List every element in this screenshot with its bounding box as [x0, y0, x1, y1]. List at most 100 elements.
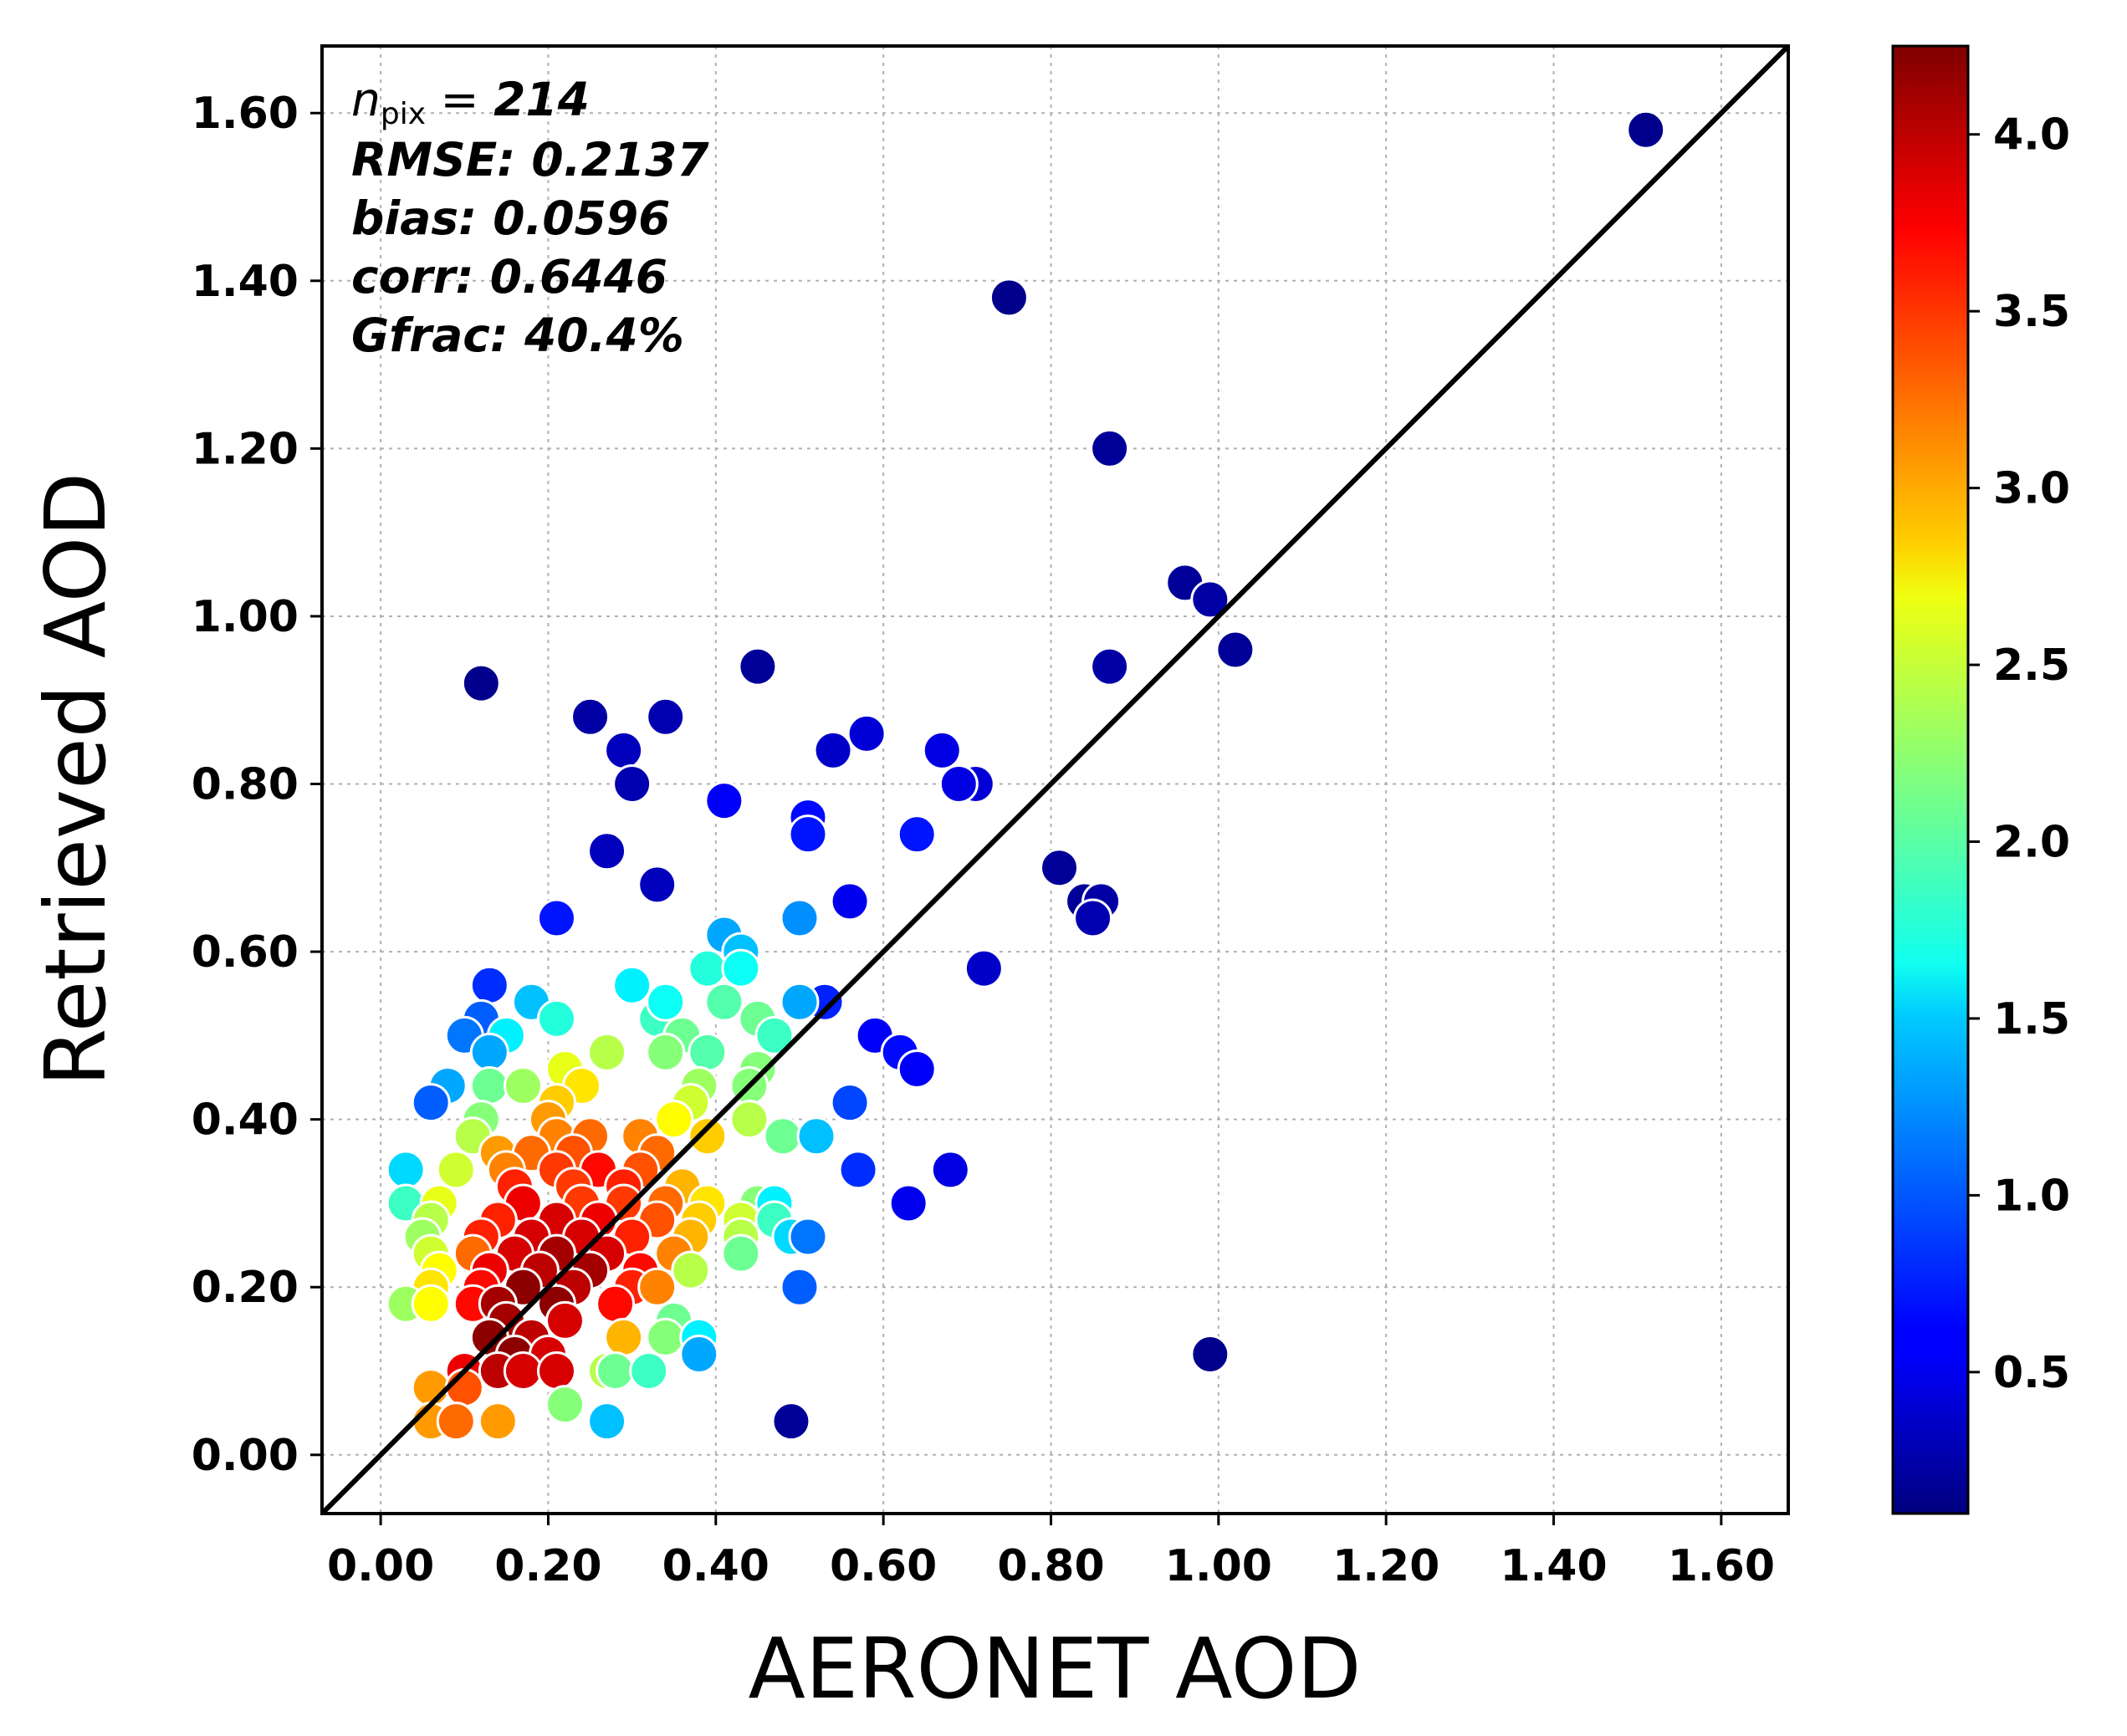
data-point: [830, 1083, 870, 1123]
data-point: [754, 1015, 795, 1055]
y-tick-label: 0.20: [192, 1263, 299, 1313]
x-tick-label: 0.80: [997, 1541, 1104, 1591]
data-point: [729, 1100, 770, 1140]
data-point: [596, 1351, 636, 1391]
data-point: [1190, 580, 1230, 620]
y-tick-label: 0.60: [192, 927, 299, 978]
data-point: [704, 982, 744, 1022]
data-point: [587, 831, 627, 871]
data-point: [536, 1351, 576, 1391]
data-point: [771, 1402, 811, 1442]
x-axis-label: AERONET AOD: [748, 1620, 1361, 1718]
data-point: [596, 1284, 636, 1324]
data-point: [738, 646, 778, 687]
data-point: [646, 982, 686, 1022]
data-point: [964, 948, 1004, 988]
data-point: [436, 1150, 476, 1190]
data-point: [930, 1150, 970, 1190]
colorbar-ticks: 0.5 1.0 1.5 2.0 2.5 3.0 3.5 4.0: [1968, 110, 2070, 1398]
data-point: [1215, 630, 1255, 670]
x-tick-label: 1.00: [1165, 1541, 1272, 1591]
stats-annotation: npix = 214 RMSE: 0.2137 bias: 0.0596 cor…: [351, 73, 709, 362]
data-point: [688, 1116, 728, 1156]
y-tick-label: 1.40: [192, 257, 299, 307]
data-point: [478, 1402, 518, 1442]
data-point: [536, 898, 576, 938]
colorbar-tick-label: 3.5: [1993, 287, 2070, 337]
data-point: [637, 1267, 677, 1307]
data-point: [536, 998, 576, 1039]
x-tick-label: 1.20: [1332, 1541, 1439, 1591]
data-point: [780, 898, 820, 938]
data-point: [587, 1402, 627, 1442]
data-point: [888, 1183, 928, 1223]
data-point: [411, 1368, 451, 1408]
data-point: [788, 1217, 828, 1257]
y-tick-label: 0.40: [192, 1095, 299, 1146]
y-tick-label: 0.00: [192, 1431, 299, 1481]
y-tick-label: 1.20: [192, 424, 299, 474]
npix-symbol: n: [351, 73, 381, 126]
y-tick-label: 1.60: [192, 89, 299, 139]
x-tick-label: 0.20: [494, 1541, 601, 1591]
data-point: [688, 1032, 728, 1072]
data-point: [469, 1032, 509, 1072]
data-point: [604, 730, 644, 770]
data-point: [688, 948, 728, 988]
y-tick-label: 1.00: [192, 592, 299, 642]
data-point: [545, 1385, 585, 1425]
data-point: [813, 730, 853, 770]
colorbar-tick-label: 1.5: [1993, 994, 2070, 1044]
data-point: [897, 1049, 937, 1089]
data-point: [1190, 1334, 1230, 1374]
data-point: [436, 1402, 476, 1442]
data-point: [604, 1317, 644, 1357]
x-tick-label: 0.40: [662, 1541, 770, 1591]
colorbar-tick-label: 0.5: [1993, 1348, 2070, 1398]
data-point: [637, 865, 677, 905]
y-tick-label: 0.80: [192, 760, 299, 810]
x-tick-label: 0.00: [327, 1541, 434, 1591]
data-point: [570, 697, 611, 737]
data-point: [897, 814, 937, 855]
data-point: [838, 1150, 878, 1190]
data-point: [780, 982, 820, 1022]
bias-text: bias: 0.0596: [351, 191, 670, 245]
plot-frame: [320, 44, 1790, 1515]
data-point: [721, 1233, 761, 1274]
scatter-points: [386, 110, 1666, 1442]
colorbar-tick-label: 1.0: [1993, 1171, 2070, 1221]
npix-equals: =: [426, 73, 493, 126]
data-point: [503, 1066, 543, 1106]
data-point: [461, 663, 501, 703]
data-point: [411, 1083, 451, 1123]
colorbar-tick-label: 2.5: [1993, 641, 2070, 691]
x-tick-label: 1.60: [1668, 1541, 1775, 1591]
data-point: [646, 1317, 686, 1357]
data-point: [780, 1267, 820, 1307]
data-point: [1040, 848, 1080, 888]
y-axis-label: Retrieved AOD: [27, 472, 125, 1086]
data-point: [612, 965, 652, 1005]
data-point: [938, 764, 979, 804]
data-point: [679, 1334, 719, 1374]
data-point: [1626, 110, 1666, 150]
y-axis-ticks: 0.00 0.20 0.40 0.60 0.80 1.00 1.20 1.40 1.60: [192, 89, 322, 1481]
data-point: [1090, 428, 1130, 468]
data-point: [503, 1351, 543, 1391]
data-point: [922, 730, 962, 770]
npix-value: 214: [493, 73, 590, 126]
rmse-text: RMSE: 0.2137: [351, 133, 709, 186]
colorbar-tick-label: 3.0: [1993, 464, 2070, 514]
data-point: [704, 781, 744, 821]
data-point: [830, 881, 870, 922]
data-point: [788, 814, 828, 855]
data-point: [587, 1032, 627, 1072]
data-point: [671, 1250, 711, 1290]
data-point: [646, 697, 686, 737]
data-point: [989, 278, 1029, 318]
data-point: [469, 1066, 509, 1106]
data-point: [721, 948, 761, 988]
data-point: [763, 1116, 803, 1156]
